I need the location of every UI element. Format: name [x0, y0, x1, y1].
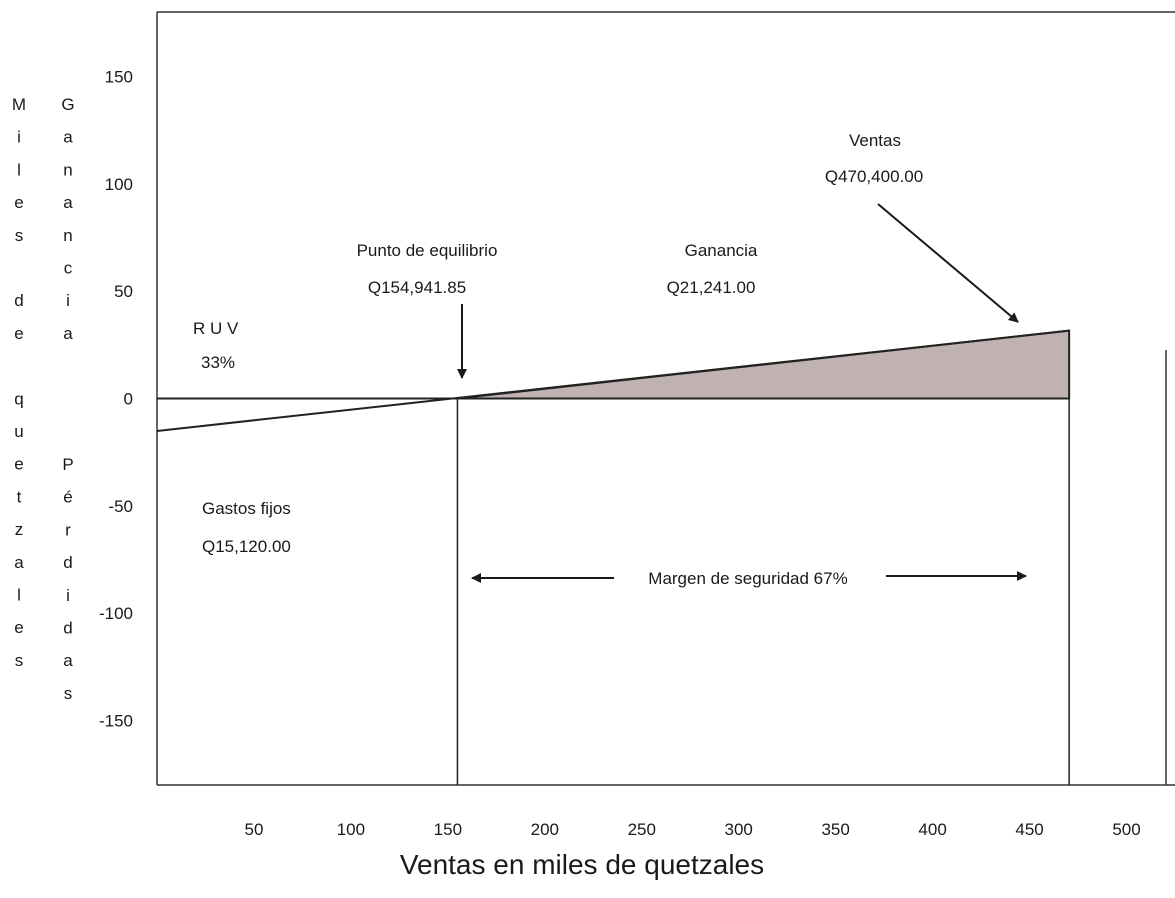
x-tick-label: 200 [531, 820, 559, 839]
x-tick-label: 500 [1112, 820, 1140, 839]
fixed-costs-value: Q15,120.00 [202, 537, 291, 556]
y-axis-outer-letter: a [14, 553, 24, 572]
series-line-1 [156, 329, 1070, 432]
y-axis-inner-letter: é [63, 488, 72, 507]
y-axis-inner-letter: i [66, 291, 70, 310]
y-axis-inner-letter: a [63, 324, 73, 343]
safety-margin-label: Margen de seguridad 67% [648, 569, 847, 588]
y-axis-inner-letter: d [63, 553, 72, 572]
sales-value: Q470,400.00 [825, 167, 923, 186]
y-axis-inner-letter: P [62, 455, 73, 474]
y-axis-outer-letter: u [14, 422, 23, 441]
y-axis-inner-letter: a [63, 193, 73, 212]
y-axis-outer-letter: s [15, 226, 24, 245]
plot-frame [156, 11, 1175, 786]
profit-value: Q21,241.00 [667, 278, 756, 297]
y-axis-outer-letter: q [14, 389, 23, 408]
y-tick-label: -50 [108, 497, 133, 516]
y-axis-inner-letter: d [63, 619, 72, 638]
y-axis-outer-letter: e [14, 324, 23, 343]
y-axis-inner-letter: c [64, 259, 73, 278]
x-tick-label: 350 [821, 820, 849, 839]
y-axis-outer-letter: z [15, 520, 24, 539]
breakeven-value: Q154,941.85 [368, 278, 466, 297]
x-tick-label: 250 [628, 820, 656, 839]
profit-label: Ganancia [685, 241, 758, 260]
y-axis-outer-letter: e [14, 618, 23, 637]
y-axis-inner-letter: a [63, 128, 73, 147]
y-tick-label: 100 [105, 175, 133, 194]
y-tick-label: -150 [99, 712, 133, 731]
y-axis-inner-letter: n [63, 226, 72, 245]
y-axis-inner-letter: i [66, 586, 70, 605]
y-axis-outer-letter: s [15, 651, 24, 670]
y-axis-outer-letter: l [17, 160, 21, 179]
x-tick-label: 450 [1015, 820, 1043, 839]
y-axis-inner-letter: r [65, 520, 71, 539]
y-axis-inner-letter: s [64, 684, 73, 703]
y-axis-outer-letter: e [14, 455, 23, 474]
y-tick-label: 150 [105, 67, 133, 86]
y-axis-inner-letter: a [63, 651, 73, 670]
y-axis-outer-letter: d [14, 291, 23, 310]
y-axis-inner-letter: n [63, 160, 72, 179]
y-tick-label: -100 [99, 604, 133, 623]
y-tick-label: 0 [124, 390, 133, 409]
x-tick-label: 400 [918, 820, 946, 839]
fixed-costs-label: Gastos fijos [202, 499, 291, 518]
x-tick-labels: 50 100 150 200 250 300 350 400 450 500 [244, 820, 1140, 839]
x-tick-label: 300 [725, 820, 753, 839]
breakeven-label: Punto de equilibrio [357, 241, 498, 260]
y-axis-outer-letter: t [17, 487, 22, 506]
ruv-label: R U V [193, 319, 239, 338]
sales-arrow [877, 203, 1019, 323]
y-axis-outer-letter: l [17, 586, 21, 605]
ruv-value: 33% [201, 353, 235, 372]
y-axis-outer-letter: e [14, 193, 23, 212]
x-tick-label: 50 [244, 820, 263, 839]
sales-label: Ventas [849, 131, 901, 150]
series-layer [156, 329, 1070, 785]
x-axis-title: Ventas en miles de quetzales [400, 849, 764, 880]
y-axis-outer-letter: M [12, 95, 26, 114]
y-tick-label: 50 [114, 282, 133, 301]
x-tick-label: 150 [434, 820, 462, 839]
x-tick-label: 100 [337, 820, 365, 839]
y-axis-inner-letter: G [61, 95, 74, 114]
y-tick-labels: 150 100 50 0 -50 -100 -150 [99, 67, 133, 730]
y-axis-outer-letter: i [17, 128, 21, 147]
